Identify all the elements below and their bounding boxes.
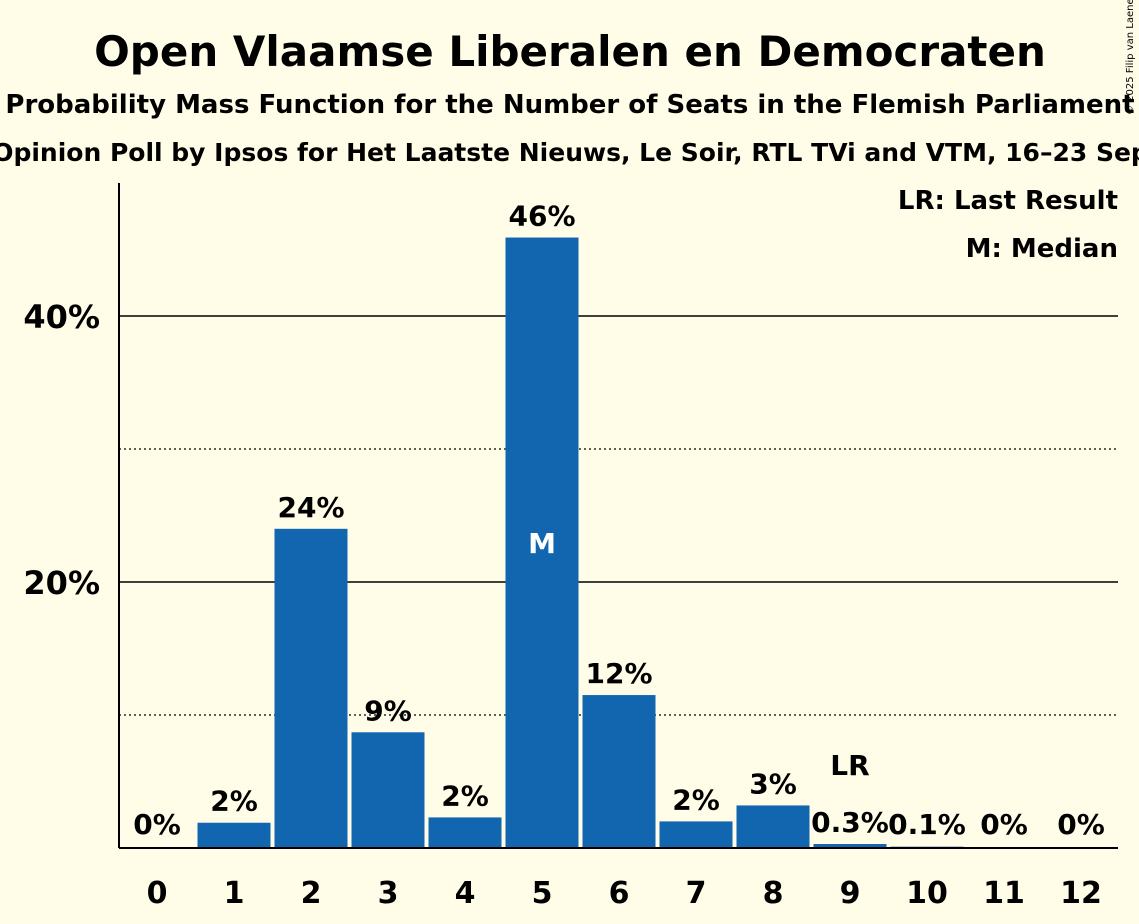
x-tick-label-2: 2 [301, 876, 322, 911]
x-tick-label-8: 8 [763, 876, 784, 911]
data-label-1: 2% [210, 785, 258, 818]
x-tick-label-6: 6 [609, 876, 630, 911]
data-label-10: 0.1% [888, 808, 966, 841]
bar-3 [351, 732, 425, 848]
data-label-7: 2% [672, 783, 720, 816]
x-tick-label-3: 3 [378, 876, 399, 911]
bars [197, 237, 964, 848]
y-tick-label-1: 40% [23, 298, 100, 336]
chart-title: Open Vlaamse Liberalen en Democraten [94, 27, 1046, 76]
bar-7 [659, 821, 733, 848]
bar-1 [197, 822, 271, 848]
x-tick-label-12: 12 [1060, 876, 1102, 911]
data-label-5: 46% [508, 200, 575, 233]
data-label-0: 0% [133, 808, 181, 841]
bar-4 [428, 817, 502, 848]
x-tick-label-10: 10 [906, 876, 948, 911]
x-tick-label-5: 5 [532, 876, 553, 911]
legend-median: M: Median [966, 234, 1118, 264]
x-tick-label-0: 0 [147, 876, 168, 911]
bar-8 [736, 805, 810, 848]
bar-9 [813, 844, 887, 848]
legend-last-result: LR: Last Result [898, 186, 1118, 216]
axes [118, 183, 1118, 849]
bar-5 [505, 237, 579, 848]
x-tick-label-11: 11 [983, 876, 1025, 911]
data-label-11: 0% [980, 808, 1028, 841]
data-label-6: 12% [585, 657, 652, 690]
bar-2 [274, 528, 348, 848]
data-label-2: 24% [277, 491, 344, 524]
x-tick-label-9: 9 [840, 876, 861, 911]
bar-6 [582, 695, 656, 848]
x-tick-label-1: 1 [224, 876, 245, 911]
data-label-12: 0% [1057, 808, 1105, 841]
x-tick-label-7: 7 [686, 876, 707, 911]
last-result-marker: LR [830, 749, 869, 782]
data-label-4: 2% [441, 779, 489, 812]
data-label-9: 0.3% [811, 806, 889, 839]
y-tick-label-0: 20% [23, 564, 100, 602]
data-labels: 0% 0 2% 1 24% 2 9% 3 2% 4 46% 5 12% 6 2% 7 3% 8 0.3% 9 0.1% 1… [133, 200, 1105, 911]
data-label-8: 3% [749, 767, 797, 800]
chart-subtitle: Probability Mass Function for the Number… [5, 90, 1134, 120]
chart-source: Based on an Opinion Poll by Ipsos for He… [0, 138, 1139, 167]
data-label-3: 9% [364, 694, 412, 727]
copyright-notice: © 2025 Filip van Laenen [1125, 0, 1136, 115]
median-marker: M [528, 527, 556, 560]
x-tick-label-4: 4 [455, 876, 476, 911]
